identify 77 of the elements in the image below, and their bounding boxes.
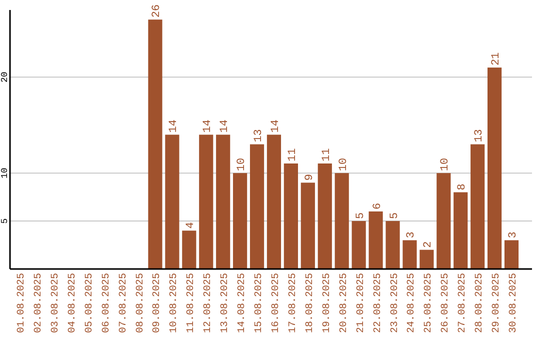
data-label: 5 — [388, 212, 401, 220]
bar — [148, 20, 162, 269]
x-tick-label: 04.08.2025 — [67, 273, 78, 334]
bar — [233, 173, 248, 269]
bar — [216, 134, 230, 269]
x-tick-label: 30.08.2025 — [508, 273, 520, 334]
data-label: 10 — [338, 158, 350, 172]
bar — [504, 240, 519, 269]
x-tick-label: 22.08.2025 — [372, 273, 384, 334]
bar — [386, 221, 400, 269]
bar — [334, 173, 349, 269]
x-tick-label: 06.08.2025 — [101, 273, 112, 334]
bar — [352, 221, 366, 269]
x-tick-label: 23.08.2025 — [390, 273, 401, 334]
x-tick-label: 01.08.2025 — [16, 273, 28, 334]
data-label: 2 — [422, 241, 435, 248]
data-label: 4 — [185, 222, 198, 229]
x-tick-label: 02.08.2025 — [33, 273, 44, 334]
x-tick-label: 15.08.2025 — [254, 273, 266, 334]
x-tick-label: 11.08.2025 — [186, 273, 198, 334]
x-tick-label: 07.08.2025 — [118, 273, 130, 334]
x-tick-label: 08.08.2025 — [135, 273, 146, 334]
y-tick-label: 10 — [0, 168, 10, 178]
bar — [199, 134, 214, 269]
data-label: 11 — [286, 148, 299, 162]
x-tick-label: 25.08.2025 — [424, 273, 435, 334]
data-label: 14 — [202, 119, 214, 133]
bar — [454, 192, 468, 269]
data-label: 14 — [168, 119, 180, 133]
data-label: 11 — [320, 148, 333, 162]
bar — [402, 240, 417, 269]
data-label: 10 — [236, 158, 248, 172]
data-label: 13 — [253, 129, 266, 142]
x-tick-label: 03.08.2025 — [50, 273, 62, 334]
data-label: 9 — [304, 174, 316, 181]
y-tick-label: 20 — [0, 72, 10, 83]
x-tick-label: 05.08.2025 — [84, 273, 96, 334]
x-tick-label: 17.08.2025 — [288, 273, 299, 334]
bar — [436, 173, 451, 269]
x-tick-label: 14.08.2025 — [237, 273, 248, 334]
x-tick-label: 10.08.2025 — [169, 273, 180, 334]
data-label: 3 — [406, 232, 418, 238]
bar — [250, 144, 264, 269]
bar — [368, 211, 383, 269]
data-label: 14 — [219, 119, 232, 133]
bar — [266, 134, 282, 269]
x-tick-label: 28.08.2025 — [474, 273, 486, 334]
x-tick-label: 19.08.2025 — [322, 273, 333, 334]
data-label: 13 — [474, 129, 486, 142]
bar — [165, 134, 180, 269]
y-tick-label: 5 — [0, 218, 10, 224]
x-tick-label: 12.08.2025 — [203, 273, 214, 334]
x-tick-label: 26.08.2025 — [440, 273, 452, 334]
x-tick-label: 20.08.2025 — [338, 273, 350, 334]
data-label: 3 — [508, 232, 520, 238]
bar — [182, 230, 196, 269]
data-label: 6 — [372, 202, 384, 210]
bar — [284, 163, 298, 269]
data-label: 26 — [151, 4, 164, 18]
x-tick-label: 18.08.2025 — [304, 273, 316, 334]
data-label: 10 — [440, 158, 452, 172]
data-label: 5 — [354, 212, 367, 220]
x-tick-label: 29.08.2025 — [492, 273, 503, 334]
bar — [300, 182, 315, 269]
x-tick-label: 09.08.2025 — [152, 273, 164, 334]
x-tick-label: 24.08.2025 — [406, 273, 418, 334]
x-tick-label: 16.08.2025 — [270, 273, 282, 334]
x-tick-label: 27.08.2025 — [458, 273, 469, 334]
bar — [488, 68, 502, 269]
bar — [318, 163, 332, 269]
bar — [420, 250, 434, 269]
data-label: 14 — [270, 119, 282, 133]
x-tick-label: 13.08.2025 — [220, 273, 232, 334]
data-label: 8 — [456, 184, 469, 190]
data-label: 21 — [490, 52, 503, 66]
x-tick-label: 21.08.2025 — [356, 273, 367, 334]
bar — [470, 144, 485, 269]
